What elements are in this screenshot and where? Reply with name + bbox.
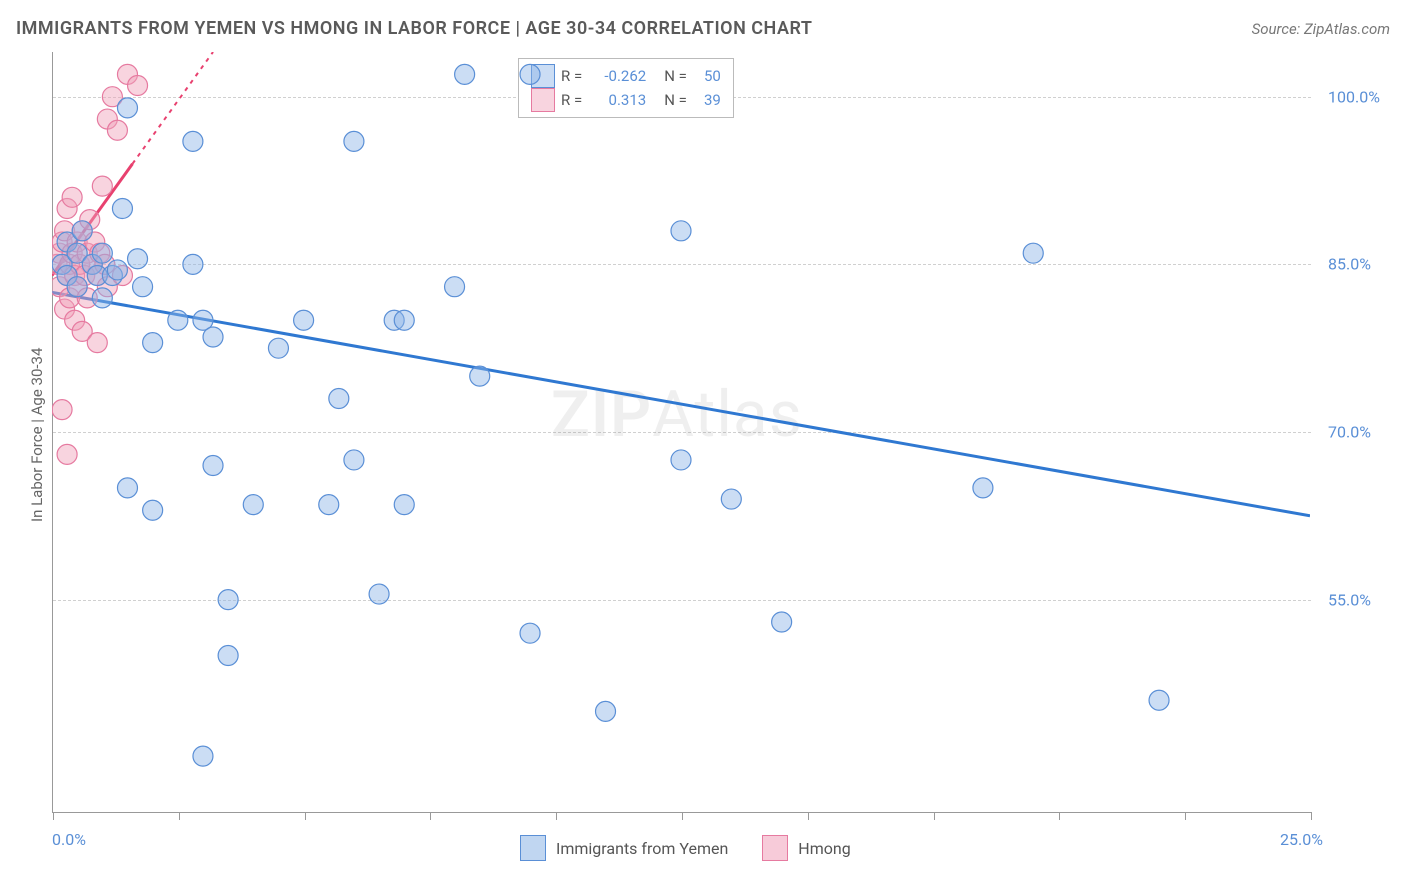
x-tick (808, 812, 809, 820)
legend-stat-row-yemen: R = -0.262 N = 50 (531, 64, 721, 88)
r-value: 0.313 (588, 89, 646, 112)
x-tick (1059, 812, 1060, 820)
r-label: R = (561, 65, 582, 88)
n-label: N = (664, 89, 687, 112)
gridline-h (53, 264, 1311, 265)
header-bar: IMMIGRANTS FROM YEMEN VS HMONG IN LABOR … (16, 18, 1390, 39)
y-axis-title: In Labor Force | Age 30-34 (28, 348, 46, 522)
correlation-legend: R = -0.262 N = 50 R = 0.313 N = 39 (518, 58, 734, 118)
legend-series-label: Hmong (798, 839, 850, 858)
x-min-label: 0.0% (52, 830, 86, 849)
legend-swatch (520, 835, 546, 861)
y-tick-label: 100.0% (1328, 87, 1380, 106)
x-tick (53, 812, 54, 820)
gridline-h (53, 432, 1311, 433)
hmong-swatch (531, 88, 555, 112)
r-label: R = (561, 89, 582, 112)
x-max-label: 25.0% (1280, 830, 1323, 849)
x-tick (934, 812, 935, 820)
x-tick (179, 812, 180, 820)
x-tick (1185, 812, 1186, 820)
x-tick (430, 812, 431, 820)
legend-stat-row-hmong: R = 0.313 N = 39 (531, 88, 721, 112)
scatter-plot-area (52, 52, 1311, 813)
legend-swatch (762, 835, 788, 861)
y-tick-label: 70.0% (1328, 423, 1371, 442)
y-tick-label: 55.0% (1328, 590, 1371, 609)
chart-title: IMMIGRANTS FROM YEMEN VS HMONG IN LABOR … (16, 18, 812, 39)
n-value: 50 (693, 65, 721, 88)
y-tick-label: 85.0% (1328, 255, 1371, 274)
x-tick (556, 812, 557, 820)
n-value: 39 (693, 89, 721, 112)
r-value: -0.262 (588, 65, 646, 88)
yemen-swatch (531, 64, 555, 88)
x-tick (682, 812, 683, 820)
gridline-h (53, 600, 1311, 601)
legend-series-label: Immigrants from Yemen (556, 839, 728, 858)
source-attribution: Source: ZipAtlas.com (1252, 20, 1390, 38)
x-tick (305, 812, 306, 820)
x-tick (1311, 812, 1312, 820)
series-legend: Immigrants from Yemen Hmong (520, 835, 875, 861)
n-label: N = (664, 65, 687, 88)
